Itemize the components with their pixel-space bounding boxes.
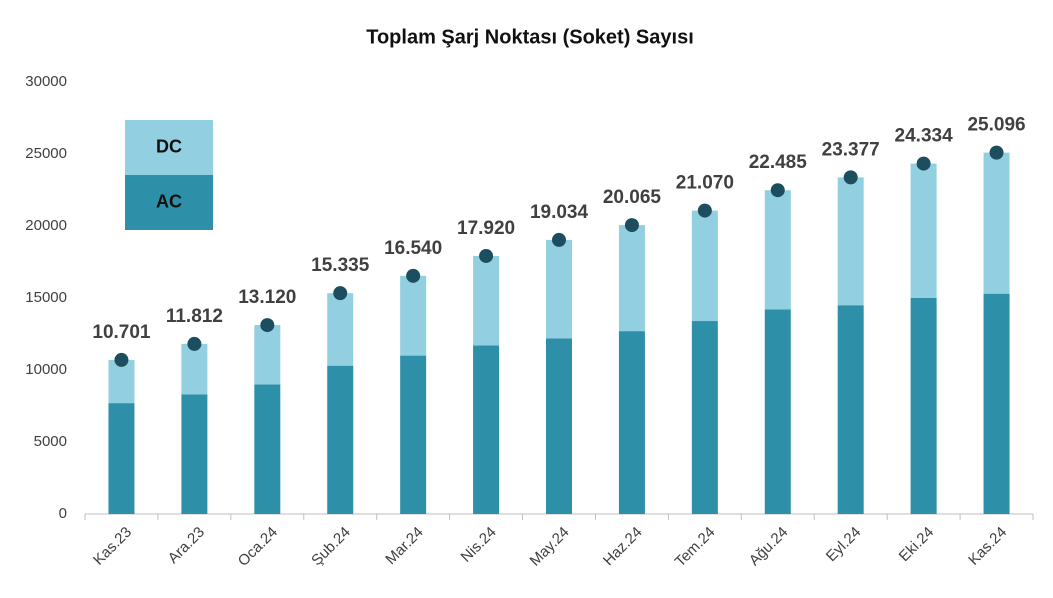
bar-segment <box>983 293 1010 514</box>
y-tick-label: 0 <box>59 505 67 522</box>
bar-segment <box>764 190 791 310</box>
bar-segment <box>764 309 791 514</box>
y-tick-label: 30000 <box>25 73 67 90</box>
value-label: 17.920 <box>457 218 515 239</box>
bar-segment <box>618 331 645 514</box>
bar-segment <box>108 359 135 404</box>
total-dot <box>333 286 348 301</box>
legend-swatch <box>125 175 213 230</box>
y-tick-label: 5000 <box>34 433 67 450</box>
total-dot <box>843 170 858 185</box>
legend-label: DC <box>156 136 182 156</box>
value-label: 21.070 <box>676 173 734 194</box>
legend-label: AC <box>156 191 182 211</box>
total-dot <box>770 183 785 198</box>
total-dot <box>479 248 494 263</box>
bar-segment <box>473 345 500 514</box>
total-dot <box>187 336 202 351</box>
chart-title: Toplam Şarj Noktası (Soket) Sayısı <box>366 26 694 48</box>
bar-segment <box>618 225 645 332</box>
value-label: 10.701 <box>92 322 151 343</box>
total-dot <box>989 145 1004 160</box>
bar-segment <box>327 365 354 514</box>
value-label: 11.812 <box>166 306 223 327</box>
bar-segment <box>691 321 718 514</box>
bar-segment <box>254 325 281 385</box>
bar-segment <box>108 403 135 514</box>
y-tick-label: 20000 <box>25 217 67 234</box>
value-label: 19.034 <box>530 202 589 223</box>
bar-segment <box>837 177 864 306</box>
value-label: 20.065 <box>603 187 662 208</box>
bar-segment <box>473 255 500 346</box>
value-label: 25.096 <box>967 115 1025 136</box>
bar-segment <box>910 163 937 298</box>
bar-segment <box>254 384 281 514</box>
bar-segment <box>327 293 354 366</box>
y-tick-label: 15000 <box>25 289 67 306</box>
total-dot <box>552 232 566 247</box>
bar-segment <box>691 210 718 322</box>
y-tick-label: 25000 <box>25 145 67 162</box>
total-dot <box>114 352 129 367</box>
value-label: 15.335 <box>311 255 370 276</box>
bar-segment <box>400 355 427 514</box>
bar-segment <box>181 343 208 395</box>
bar-segment <box>546 239 572 339</box>
value-label: 22.485 <box>749 152 808 173</box>
total-dot <box>260 318 275 333</box>
value-label: 16.540 <box>384 238 442 259</box>
total-dot <box>697 203 712 218</box>
total-dot <box>916 156 931 171</box>
bar-segment <box>400 275 427 356</box>
total-dot <box>624 218 639 233</box>
bar-segment <box>181 394 208 514</box>
legend-swatch <box>125 120 213 175</box>
value-label: 23.377 <box>822 139 880 160</box>
bar-segment <box>910 298 937 514</box>
value-label: 13.120 <box>238 287 296 308</box>
bar-segment <box>837 305 864 514</box>
value-label: 24.334 <box>895 126 954 147</box>
y-tick-label: 10000 <box>25 361 67 378</box>
total-dot <box>406 268 421 283</box>
bar-segment <box>983 152 1010 294</box>
bar-segment <box>546 338 572 514</box>
